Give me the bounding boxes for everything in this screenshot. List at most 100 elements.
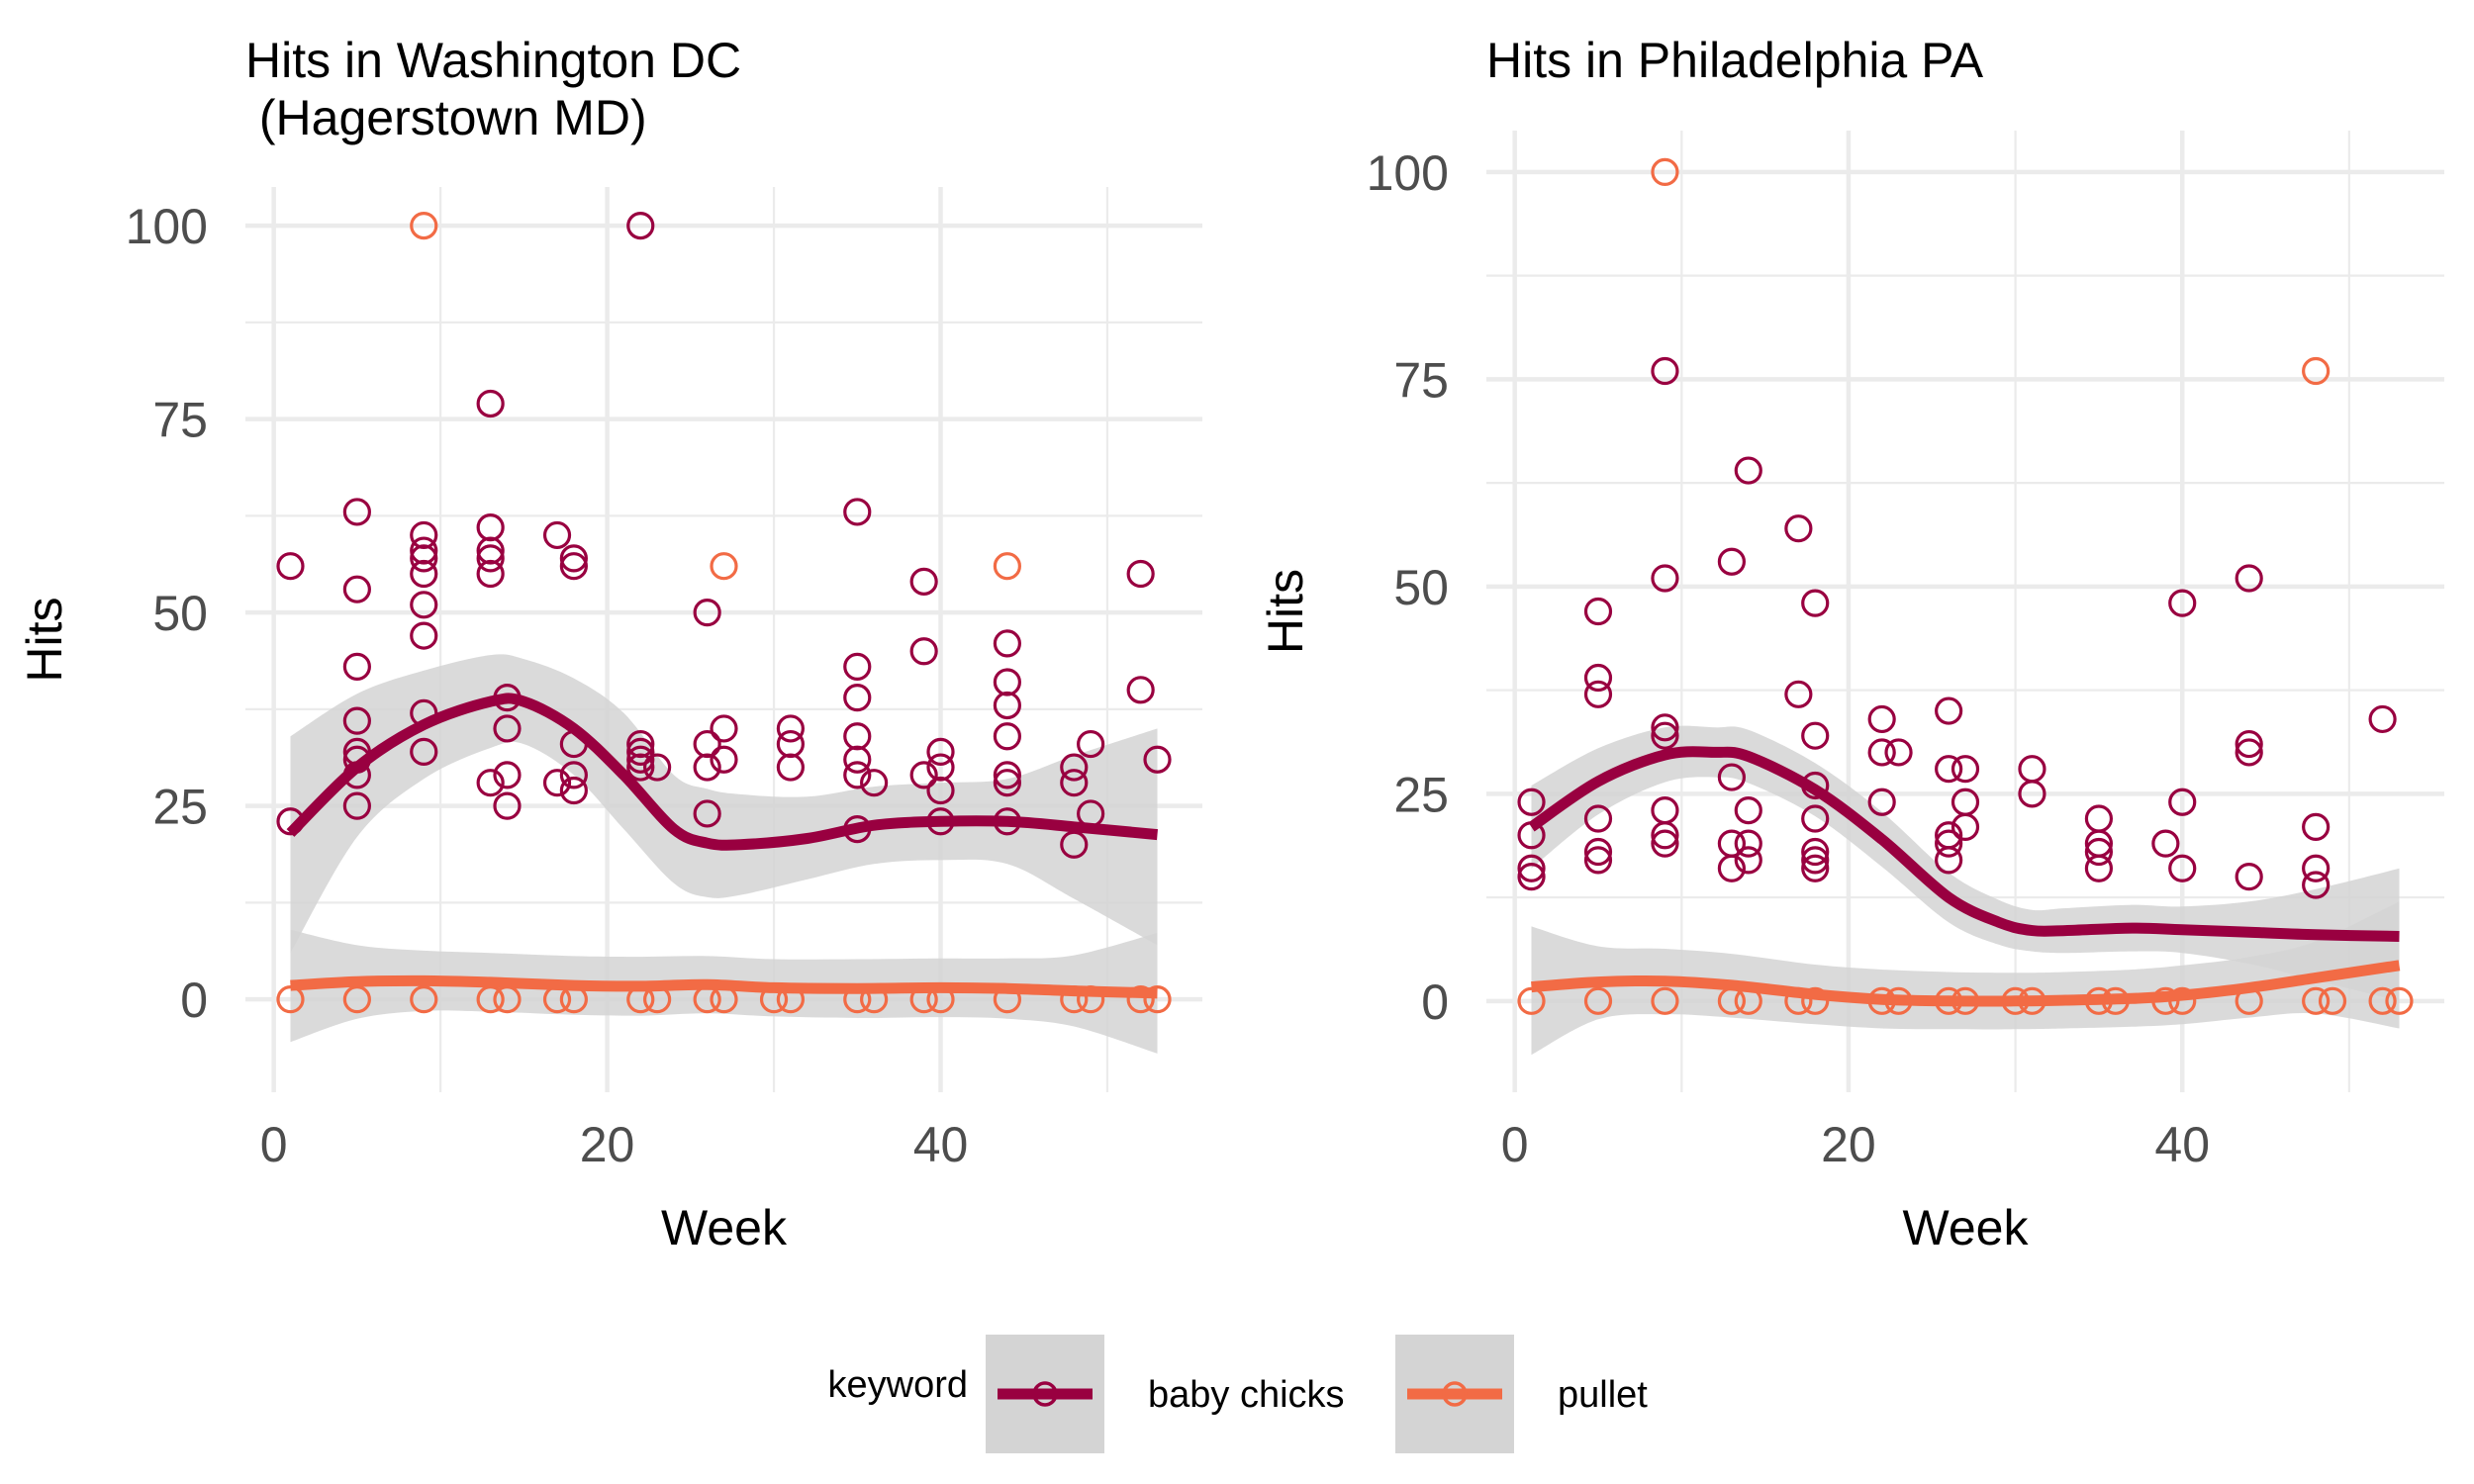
data-point-baby-chicks [1651,829,1679,858]
smooth-line-baby-chicks [1528,746,2400,942]
data-point-pullet [2368,986,2397,1015]
data-point-baby-chicks [2235,729,2263,759]
data-point-baby-chicks [993,629,1021,658]
data-point-pullet [276,985,305,1014]
data-point-baby-chicks [1583,597,1613,626]
data-point-pullet [2302,986,2331,1015]
data-point-baby-chicks [843,761,872,789]
data-point-baby-chicks [2235,738,2263,767]
data-point-baby-chicks [2168,589,2197,617]
data-point-baby-chicks [2235,564,2263,593]
x-axis-label: Week [1903,1200,2030,1255]
data-point-baby-chicks [626,745,655,774]
data-point-baby-chicks [1867,738,1896,767]
y-tick-label: 50 [1393,560,1449,615]
legend-key-point [1032,1381,1058,1407]
x-tick-label: 20 [580,1117,635,1172]
data-point-baby-chicks [559,552,588,581]
data-point-baby-chicks [693,799,721,828]
data-point-baby-chicks [410,591,438,619]
data-point-baby-chicks [410,544,438,573]
y-tick-label: 75 [152,393,208,448]
data-point-baby-chicks [1651,356,1679,386]
legend-label-pullet: pullet [1558,1374,1648,1416]
data-point-baby-chicks [710,714,738,743]
data-point-baby-chicks [1801,589,1830,617]
data-point-baby-chicks [1583,846,1613,875]
data-point-baby-chicks [843,684,872,712]
data-point-baby-chicks [909,761,938,789]
data-point-baby-chicks [476,559,505,589]
data-point-baby-chicks [1651,796,1679,825]
data-point-baby-chicks [693,599,721,627]
data-point-baby-chicks [1801,837,1830,867]
y-tick-label: 100 [126,199,208,254]
panel-title: Hits in Philadelphia PA [1486,33,1984,88]
data-point-baby-chicks [476,389,505,418]
y-axis-label: Hits [1258,569,1313,654]
data-point-baby-chicks [493,791,522,820]
data-point-baby-chicks [1951,812,1980,841]
data-point-baby-chicks [1583,804,1613,833]
data-point-baby-chicks [926,737,955,766]
legend-key-baby-chicks [986,1335,1104,1453]
data-point-baby-chicks [1126,676,1155,704]
data-point-baby-chicks [1935,696,1963,725]
y-tick-label: 0 [180,973,208,1028]
data-point-baby-chicks [1517,788,1546,816]
legend-title: keyword [828,1364,969,1406]
data-point-baby-chicks [693,753,721,782]
data-point-baby-chicks [1935,846,1963,875]
data-point-baby-chicks [909,567,938,596]
y-tick-label: 0 [1421,974,1449,1030]
data-point-baby-chicks [1517,854,1546,882]
data-point-baby-chicks [1884,738,1913,767]
data-point-baby-chicks [1717,854,1747,882]
panel-philadelphia: 0 25 50 75 100 0 20 40 Week Hits Hits in Philadelp… [1258,33,2444,1255]
data-point-baby-chicks [1583,837,1613,867]
data-point-baby-chicks [626,212,655,240]
smooth-line-pullet [1531,960,2401,1007]
data-point-baby-chicks [1801,846,1830,875]
y-tick-label: 100 [1367,145,1449,201]
data-point-baby-chicks [1867,704,1896,734]
y-tick-label: 25 [1393,767,1449,822]
data-point-pullet [1126,985,1155,1014]
y-tick-label: 50 [152,586,208,641]
data-point-baby-chicks [1651,564,1679,593]
data-point-baby-chicks [926,776,955,805]
data-point-baby-chicks [1651,721,1679,750]
data-point-baby-chicks [1951,755,1980,784]
data-point-baby-chicks [476,769,505,797]
data-point-baby-chicks [559,776,588,805]
data-point-baby-chicks [1583,680,1613,708]
data-point-baby-chicks [1734,456,1762,485]
data-point-baby-chicks [1583,663,1613,693]
x-tick-label: 40 [913,1117,969,1172]
data-point-baby-chicks [342,706,371,735]
data-point-baby-chicks [843,652,872,681]
data-point-baby-chicks [559,544,588,573]
data-point-baby-chicks [1060,769,1089,797]
data-point-baby-chicks [1867,788,1896,816]
data-point-baby-chicks [493,761,522,789]
data-point-baby-chicks [693,729,721,759]
data-point-baby-chicks [2302,871,2331,899]
data-point-baby-chicks [710,745,738,774]
data-point-baby-chicks [1801,721,1830,750]
smooth-line-pullet [290,974,1158,999]
data-point-baby-chicks [1801,854,1830,882]
x-tick-label: 0 [1501,1117,1529,1172]
y-tick-label: 75 [1393,352,1449,408]
data-point-baby-chicks [1060,753,1089,782]
data-point-pullet [1801,986,1830,1015]
data-point-baby-chicks [276,552,305,581]
data-point-baby-chicks [1717,547,1747,576]
data-point-baby-chicks [1734,846,1762,875]
data-point-pullet [2318,986,2347,1015]
data-point-pullet [2302,356,2331,386]
y-tick-label: 25 [152,780,208,835]
data-point-baby-chicks [493,714,522,743]
data-point-baby-chicks [342,791,371,820]
data-point-baby-chicks [860,769,889,797]
